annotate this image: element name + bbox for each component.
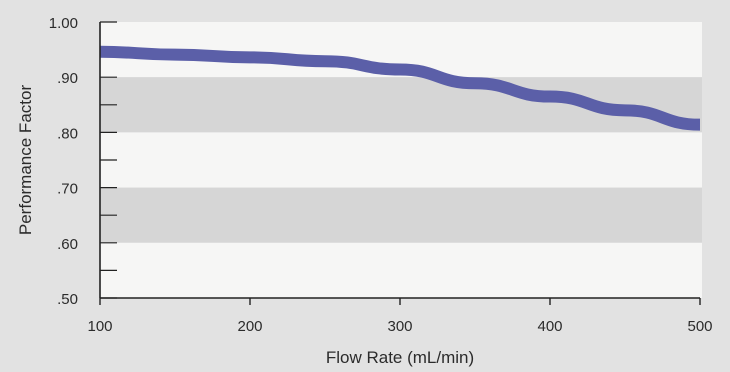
background-band: [100, 242, 702, 298]
y-tick-labels: 1.00 .90 .80 .70 .60 .50: [49, 15, 78, 308]
y-tick-label: .70: [57, 181, 78, 198]
x-tick-label: 100: [87, 318, 112, 335]
x-tick-label: 500: [687, 318, 712, 335]
minor-ticks: [100, 21, 117, 299]
y-tick-label: .50: [57, 291, 78, 308]
background-band: [100, 132, 702, 188]
series-group: [99, 45, 701, 131]
y-tick-label: .80: [57, 125, 78, 142]
background-band: [100, 187, 702, 243]
x-tick-label: 400: [537, 318, 562, 335]
background-bands: [100, 22, 702, 298]
x-axis-label: Flow Rate (mL/min): [326, 348, 474, 367]
y-tick-label: .90: [57, 70, 78, 87]
y-tick-label: .60: [57, 236, 78, 253]
axes: [99, 22, 701, 305]
x-tick-label: 200: [237, 318, 262, 335]
series-line-0: [99, 45, 701, 131]
y-axis-label: Performance Factor: [16, 85, 35, 236]
x-tick-labels: 100 200 300 400 500: [87, 318, 712, 335]
x-tick-label: 300: [387, 318, 412, 335]
y-tick-label: 1.00: [49, 15, 78, 32]
